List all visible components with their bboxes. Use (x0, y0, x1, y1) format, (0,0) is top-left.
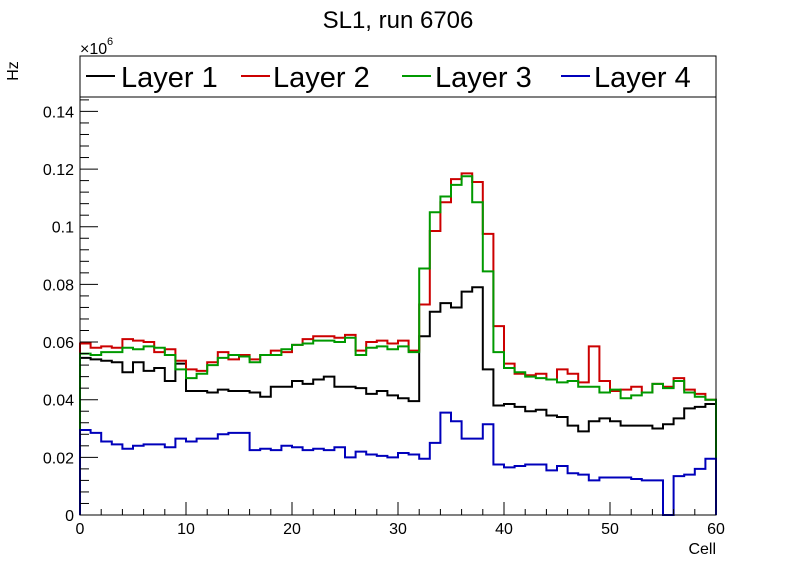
x-tick-label: 10 (177, 521, 195, 538)
y-multiplier-base: ×10 (80, 41, 107, 58)
legend-entry-layer-4: Layer 4 (561, 62, 691, 94)
y-tick-label: 0.12 (43, 162, 74, 179)
x-axis-label: Cell (688, 541, 716, 558)
chart-title: SL1, run 6706 (323, 7, 474, 34)
series-line-layer-1 (79, 286, 717, 515)
x-tick-label: 20 (283, 521, 301, 538)
y-axis-label: Hz (5, 61, 22, 81)
legend-entry-layer-1: Layer 1 (86, 62, 218, 94)
x-tick-label: 40 (495, 521, 513, 538)
y-axis-multiplier: ×10 6 (80, 36, 113, 58)
legend-entry-layer-3: Layer 3 (402, 62, 532, 94)
y-tick-label: 0.1 (52, 220, 74, 237)
y-multiplier-exponent: 6 (107, 36, 113, 48)
x-tick-label: 60 (707, 521, 725, 538)
series-group (79, 172, 717, 516)
y-tick-label: 0.04 (43, 393, 74, 410)
y-tick-label: 0.08 (43, 277, 74, 294)
legend: Layer 1 Layer 2 Layer 3 Layer 4 (79, 55, 717, 98)
legend-label-layer-2: Layer 2 (273, 62, 370, 94)
x-tick-label: 50 (601, 521, 619, 538)
series-line-layer-3 (79, 175, 717, 515)
y-tick-label: 0.14 (43, 104, 74, 121)
legend-box (79, 55, 717, 98)
y-tick-label: 0 (65, 508, 74, 525)
x-tick-label: 30 (389, 521, 407, 538)
y-tick-label: 0.02 (43, 450, 74, 467)
y-tick-label: 0.06 (43, 335, 74, 352)
series-line-layer-4 (79, 411, 717, 516)
x-tick-label: 0 (76, 521, 85, 538)
legend-entry-layer-2: Layer 2 (241, 62, 370, 94)
axes-group: 0 10 20 30 40 50 60 0 0.02 0.04 0.06 0.08 0.1 0.12 0.1… (43, 99, 725, 538)
legend-label-layer-3: Layer 3 (435, 62, 532, 94)
legend-label-layer-4: Layer 4 (594, 62, 691, 94)
legend-label-layer-1: Layer 1 (121, 62, 218, 94)
